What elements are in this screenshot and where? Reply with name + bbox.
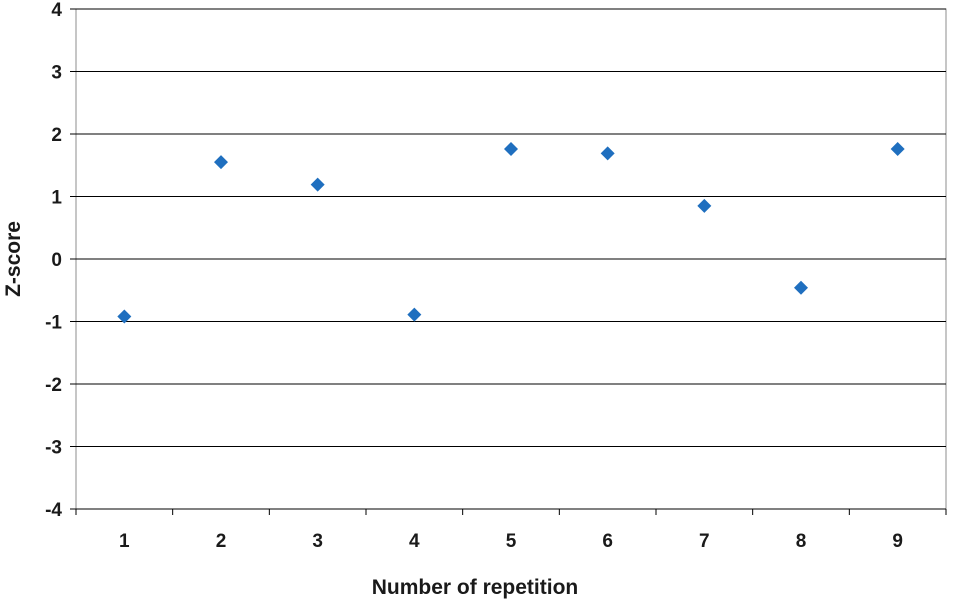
y-tick-label: 4 xyxy=(51,0,62,21)
data-point xyxy=(310,177,325,192)
data-point xyxy=(697,198,712,213)
y-tick-label: -3 xyxy=(45,438,62,459)
x-tick-label: 6 xyxy=(602,531,613,552)
y-tick-label: -4 xyxy=(45,500,62,521)
y-tick-label: 3 xyxy=(51,63,62,84)
y-tick-label: 2 xyxy=(51,125,62,146)
y-tick-label: 0 xyxy=(51,250,62,271)
y-axis-ticks: 4 3 2 1 0 -1 -2 -3 -4 xyxy=(45,0,76,521)
data-point xyxy=(794,280,808,295)
x-tick-label: 1 xyxy=(119,531,130,552)
y-tick-label: -1 xyxy=(45,313,62,334)
x-axis-ticks: 1 2 3 4 5 6 7 8 9 xyxy=(75,509,947,552)
x-tick-label: 9 xyxy=(892,531,903,552)
data-point xyxy=(407,307,422,322)
data-point xyxy=(214,155,228,170)
gridlines xyxy=(76,8,946,510)
x-tick-label: 7 xyxy=(699,531,710,552)
y-axis-title: Z-score xyxy=(2,221,25,297)
data-point xyxy=(504,142,518,156)
x-axis-title: Number of repetition xyxy=(372,576,579,599)
x-tick-label: 4 xyxy=(409,531,420,552)
y-tick-label: 1 xyxy=(51,188,62,209)
x-tick-label: 5 xyxy=(506,531,517,552)
data-points xyxy=(117,142,905,324)
x-tick-label: 8 xyxy=(796,531,807,552)
data-point xyxy=(117,309,132,324)
data-point xyxy=(600,146,615,161)
y-tick-label: -2 xyxy=(45,375,62,396)
x-tick-label: 2 xyxy=(216,531,227,552)
x-tick-label: 3 xyxy=(312,531,323,552)
data-point xyxy=(890,142,905,156)
